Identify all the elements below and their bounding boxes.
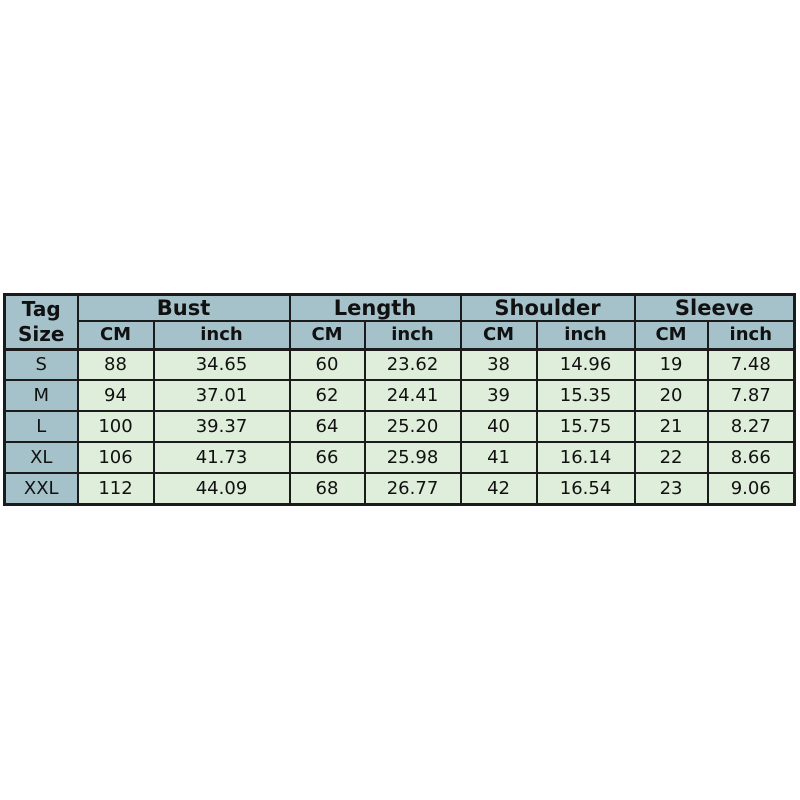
unit-header-sleeve-inch: inch <box>706 320 796 350</box>
cell-length-cm: 68 <box>288 472 366 505</box>
unit-header-bust-cm: CM <box>76 320 155 350</box>
group-header-sleeve: Sleeve <box>633 293 796 322</box>
cell-sleeve-cm: 19 <box>633 348 709 381</box>
unit-header-length-inch: inch <box>363 320 462 350</box>
cell-length-inch: 26.77 <box>363 472 462 505</box>
cell-length-inch: 25.20 <box>363 410 462 443</box>
header-unit-row: CM inch CM inch CM inch CM inch <box>5 320 796 350</box>
cell-bust-cm: 106 <box>76 441 155 474</box>
cell-sleeve-cm: 22 <box>633 441 709 474</box>
cell-sleeve-inch: 8.66 <box>706 441 796 474</box>
cell-bust-cm: 88 <box>76 348 155 381</box>
cell-bust-cm: 112 <box>76 472 155 505</box>
cell-shoulder-inch: 16.14 <box>535 441 636 474</box>
cell-bust-inch: 37.01 <box>152 379 291 412</box>
size-row-s: S 88 34.65 60 23.62 38 14.96 19 7.48 <box>3 348 796 381</box>
cell-sleeve-cm: 20 <box>633 379 709 412</box>
cell-shoulder-cm: 40 <box>459 410 538 443</box>
size-row-xxl: XXL 112 44.09 68 26.77 42 16.54 23 9.06 <box>3 472 796 505</box>
cell-shoulder-cm: 39 <box>459 379 538 412</box>
unit-header-sleeve-cm: CM <box>633 320 709 350</box>
group-header-bust: Bust <box>76 293 291 322</box>
cell-shoulder-inch: 15.75 <box>535 410 636 443</box>
size-row-l: L 100 39.37 64 25.20 40 15.75 21 8.27 <box>3 410 796 443</box>
cell-length-inch: 25.98 <box>363 441 462 474</box>
size-label-m: M <box>3 379 79 412</box>
cell-sleeve-inch: 8.27 <box>706 410 796 443</box>
cell-bust-inch: 44.09 <box>152 472 291 505</box>
cell-bust-inch: 34.65 <box>152 348 291 381</box>
size-label-xxl: XXL <box>3 472 79 505</box>
cell-shoulder-cm: 42 <box>459 472 538 505</box>
group-header-shoulder: Shoulder <box>459 293 636 322</box>
cell-shoulder-cm: 38 <box>459 348 538 381</box>
size-row-xl: XL 106 41.73 66 25.98 41 16.14 22 8.66 <box>3 441 796 474</box>
size-chart-table: Tag Size Bust Length Shoulder Sleeve CM … <box>3 293 797 506</box>
cell-bust-cm: 94 <box>76 379 155 412</box>
unit-header-length-cm: CM <box>288 320 366 350</box>
cell-sleeve-inch: 7.87 <box>706 379 796 412</box>
cell-sleeve-cm: 21 <box>633 410 709 443</box>
size-row-m: M 94 37.01 62 24.41 39 15.35 20 7.87 <box>3 379 796 412</box>
size-chart-header: Tag Size Bust Length Shoulder Sleeve CM … <box>3 293 796 350</box>
size-label-xl: XL <box>3 441 79 474</box>
unit-header-shoulder-cm: CM <box>459 320 538 350</box>
group-header-length: Length <box>288 293 462 322</box>
cell-shoulder-cm: 41 <box>459 441 538 474</box>
cell-length-inch: 23.62 <box>363 348 462 381</box>
size-label-l: L <box>3 410 79 443</box>
cell-sleeve-inch: 7.48 <box>706 348 796 381</box>
cell-length-cm: 64 <box>288 410 366 443</box>
cell-length-cm: 62 <box>288 379 366 412</box>
cell-shoulder-inch: 14.96 <box>535 348 636 381</box>
size-label-s: S <box>3 348 79 381</box>
unit-header-bust-inch: inch <box>152 320 291 350</box>
size-rows: S 88 34.65 60 23.62 38 14.96 19 7.48 M 94 37.01 62 24… <box>3 348 796 505</box>
cell-bust-cm: 100 <box>76 410 155 443</box>
unit-header-shoulder-inch: inch <box>535 320 636 350</box>
cell-length-inch: 24.41 <box>363 379 462 412</box>
cell-bust-inch: 39.37 <box>152 410 291 443</box>
cell-sleeve-cm: 23 <box>633 472 709 505</box>
cell-bust-inch: 41.73 <box>152 441 291 474</box>
cell-shoulder-inch: 16.54 <box>535 472 636 505</box>
cell-shoulder-inch: 15.35 <box>535 379 636 412</box>
cell-length-cm: 60 <box>288 348 366 381</box>
tag-size-header: Tag Size <box>3 293 79 350</box>
header-group-row: Tag Size Bust Length Shoulder Sleeve <box>3 293 796 350</box>
cell-length-cm: 66 <box>288 441 366 474</box>
cell-sleeve-inch: 9.06 <box>706 472 796 505</box>
